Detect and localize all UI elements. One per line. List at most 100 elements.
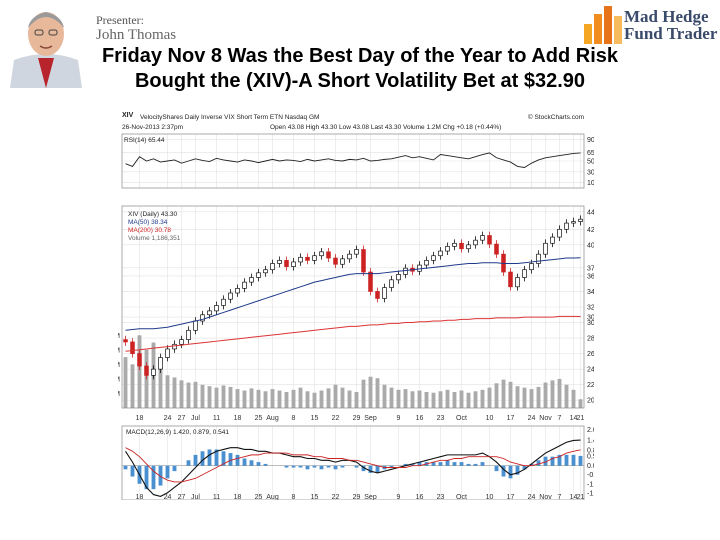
x-tick-label: 24 [164,415,172,422]
rsi-frame [121,133,585,189]
macd-histogram-bar [172,465,177,472]
volume-bar [396,389,401,408]
macd-signal-line [125,447,581,483]
volume-bar [550,380,555,408]
macd-histogram-bar [368,465,373,473]
x-tick-label: 8 [292,415,296,422]
candle-body [571,221,576,224]
volume-bar [578,399,583,408]
volume-bar [305,391,310,408]
candle-body [193,320,198,331]
macd-histogram-bar [508,465,513,479]
volume-bar [123,357,128,408]
x-tick-label-macd: Oct [456,494,467,500]
macd-histogram-bar [522,465,527,470]
candle-body [347,253,352,260]
macd-histogram-bar [193,454,198,466]
volume-bar [564,384,569,408]
volume-tick-label: 4M [118,376,120,383]
volume-bar [326,388,331,408]
volume-bar [284,392,289,408]
macd-histogram-bar [354,465,359,468]
x-tick-label: 29 [353,415,361,422]
macd-histogram-bar [123,465,128,470]
macd-histogram-bar [438,462,443,466]
candle-body [536,253,541,264]
chart-header-ohlc: Open 43.08 High 43.30 Low 43.08 Last 43.… [270,124,501,131]
volume-bar [333,384,338,408]
candle-body [305,256,310,261]
x-tick-label-macd: 25 [255,494,263,500]
volume-bar [354,392,359,408]
macd-histogram-bar [298,465,303,468]
x-tick-label: Nov [539,415,552,422]
candle-body [452,242,457,247]
title-line-2: Bought the (XIV)-A Short Volatility Bet … [134,70,586,92]
volume-bar [186,382,191,408]
macd-histogram-bar [319,465,324,470]
macd-histogram-bar [459,462,464,466]
macd-histogram-bar [333,465,338,470]
volume-bar [270,389,275,408]
x-tick-label: 22 [332,415,340,422]
macd-histogram-bar [403,463,408,466]
price-tick-label: 26 [587,351,594,358]
ma200-line [125,315,581,352]
volume-bar [473,391,478,408]
x-tick-label-macd: 21 [577,494,585,500]
volume-bar [501,379,506,408]
x-tick-label-macd: 9 [397,494,401,500]
x-tick-label-macd: 10 [486,494,494,500]
x-tick-label: Jul [191,415,200,422]
macd-histogram-bar [480,462,485,466]
volume-bar [277,390,282,408]
stock-chart: 181824242727JulJul111118182525AugAug8815… [118,108,594,500]
candle-body [473,239,478,246]
x-tick-label: 14 [570,415,578,422]
volume-bar [137,335,142,408]
presenter-caption: Presenter: John Thomas [96,14,176,44]
candle-body [312,255,317,261]
macd-histogram-bar [550,456,555,466]
volume-bar [424,392,429,408]
macd-histogram-bar [228,453,233,466]
volume-bar [235,389,240,408]
chart-header-name: VelocityShares Daily Inverse VIX Short T… [140,114,319,121]
rsi-tick-label: 65.44 [587,150,594,157]
macd-histogram-bar [312,465,317,468]
volume-bar [536,386,541,408]
volume-bar [228,386,233,408]
candle-body [389,279,394,288]
macd-histogram-bar [340,465,345,468]
x-tick-label-macd: 24 [164,494,172,500]
candle-body [179,339,184,345]
price-tick-label: 28 [587,336,594,343]
x-tick-label-macd: 8 [292,494,296,500]
macd-histogram-bar [235,454,240,466]
macd-tick-label: 0.879 [587,447,594,454]
chart-header-date: 26-Nov-2013 2:37pm [122,124,183,131]
chart-header-source: © StockCharts.com [528,113,584,121]
x-tick-label: 21 [577,415,585,422]
candle-body [382,287,387,299]
x-tick-label: 18 [234,415,242,422]
volume-bar [389,387,394,408]
macd-tick-label: 2.0 [587,427,594,434]
candle-body [494,243,499,255]
macd-histogram-bar [564,454,569,466]
macd-histogram-bar [445,460,450,466]
candle-body [445,246,450,252]
volume-bar [431,392,436,408]
volume-bar [221,385,226,408]
volume-bar [515,386,520,408]
brand-line-1: Mad Hedge [624,7,709,26]
candle-body [508,271,513,288]
x-tick-label-macd: Jul [191,494,200,500]
volume-bar [347,390,352,408]
macd-histogram-bar [214,449,219,466]
x-tick-label: Aug [266,415,279,422]
macd-histogram-bar [221,451,226,466]
volume-bar [375,378,380,408]
volume-tick-label: 6M [118,362,120,369]
x-tick-label: Oct [456,415,467,422]
